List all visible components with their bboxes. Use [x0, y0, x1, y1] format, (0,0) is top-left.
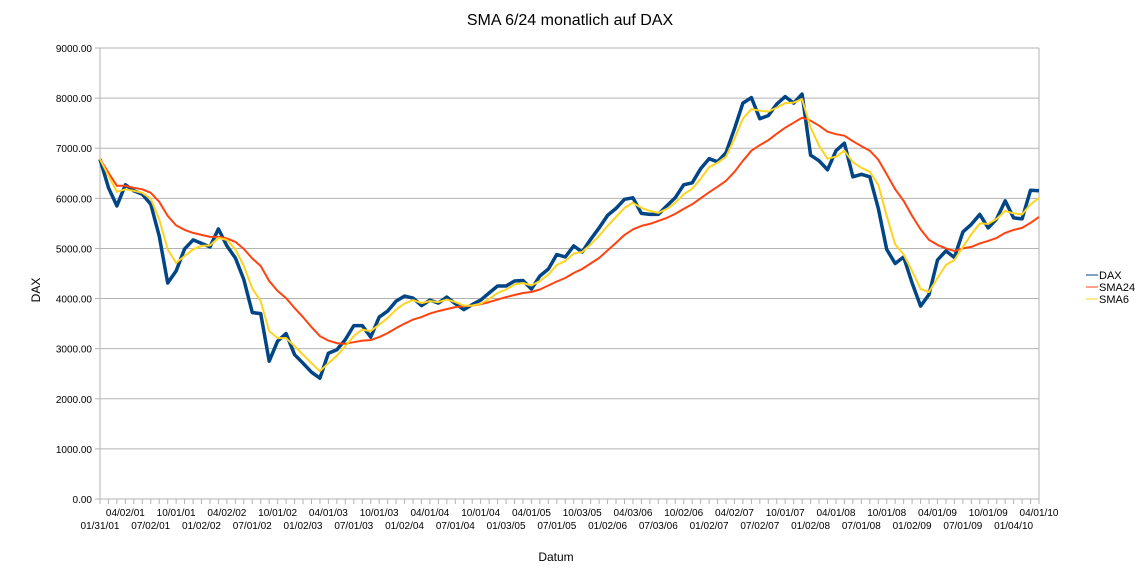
x-tick-label: 04/02/02 [207, 508, 246, 519]
y-tick-label: 8000.00 [56, 94, 93, 105]
x-tick-label: 01/02/03 [284, 521, 323, 532]
y-tick-label: 5000.00 [56, 244, 93, 255]
x-tick-label: 01/02/09 [893, 521, 932, 532]
y-tick-label: 6000.00 [56, 194, 93, 205]
x-tick-label: 07/01/03 [334, 521, 373, 532]
y-tick-label: 2000.00 [56, 395, 93, 406]
y-tick-label: 4000.00 [56, 295, 93, 306]
x-tick-label: 01/02/08 [791, 521, 830, 532]
x-tick-label: 10/02/06 [664, 508, 703, 519]
x-tick-label: 10/01/03 [360, 508, 399, 519]
series-line-sma24 [99, 116, 1040, 345]
x-tick-label: 04/01/04 [410, 508, 449, 519]
x-tick-label: 10/01/08 [867, 508, 906, 519]
axes [95, 47, 1040, 504]
x-tick-label: 04/01/10 [1020, 508, 1059, 519]
y-tick-label: 3000.00 [56, 345, 93, 356]
x-tick-label: 07/01/08 [842, 521, 881, 532]
x-tick-label: 01/02/02 [182, 521, 221, 532]
x-tick-label: 07/01/09 [943, 521, 982, 532]
x-tick-label: 10/01/02 [258, 508, 297, 519]
x-tick-label: 10/01/04 [461, 508, 500, 519]
x-tick-labels: 01/31/01 04/02/01 07/02/01 10/01/01 01/02/02… [81, 508, 1059, 532]
x-tick-label: 10/01/09 [969, 508, 1008, 519]
x-tick-label: 07/01/04 [436, 521, 475, 532]
x-tick-label: 04/01/03 [309, 508, 348, 519]
x-tick-label: 01/31/01 [81, 521, 120, 532]
y-axis-title: DAX [29, 278, 43, 303]
legend-label-sma6: SMA6 [1099, 294, 1129, 306]
series-line-sma6 [99, 98, 1040, 373]
y-tick-label: 0.00 [73, 495, 93, 506]
series-line-dax [98, 92, 1040, 380]
x-tick-label: 01/02/06 [588, 521, 627, 532]
y-tick-label: 1000.00 [56, 445, 93, 456]
x-tick-label: 10/03/05 [563, 508, 602, 519]
x-tick-label: 07/02/01 [131, 521, 170, 532]
x-axis-title: Datum [538, 550, 573, 564]
x-tick-label: 07/02/07 [740, 521, 779, 532]
x-tick-label: 01/03/05 [487, 521, 526, 532]
y-tick-labels: 0.00 1000.00 2000.00 3000.00 4000.00 5000.00 6… [56, 44, 93, 506]
x-tick-label: 10/01/01 [157, 508, 196, 519]
legend-label-dax: DAX [1099, 270, 1122, 282]
x-tick-label: 07/03/06 [639, 521, 678, 532]
x-tick-label: 01/02/04 [385, 521, 424, 532]
gridlines [100, 47, 1039, 500]
x-tick-label: 04/02/07 [715, 508, 754, 519]
y-tick-label: 7000.00 [56, 144, 93, 155]
y-tick-label: 9000.00 [56, 44, 93, 55]
x-tick-label: 04/01/09 [918, 508, 957, 519]
x-tick-label: 07/01/05 [537, 521, 576, 532]
legend-label-sma24: SMA24 [1099, 282, 1135, 294]
x-tick-label: 04/03/06 [613, 508, 652, 519]
x-tick-label: 01/02/07 [690, 521, 729, 532]
series-lines [98, 92, 1040, 380]
x-tick-label: 10/01/07 [766, 508, 805, 519]
x-tick-label: 04/01/08 [817, 508, 856, 519]
x-tick-label: 04/02/01 [106, 508, 145, 519]
x-tick-label: 01/04/10 [994, 521, 1033, 532]
x-tick-label: 04/01/05 [512, 508, 551, 519]
x-tick-label: 07/01/02 [233, 521, 272, 532]
chart-title: SMA 6/24 monatlich auf DAX [467, 12, 674, 29]
